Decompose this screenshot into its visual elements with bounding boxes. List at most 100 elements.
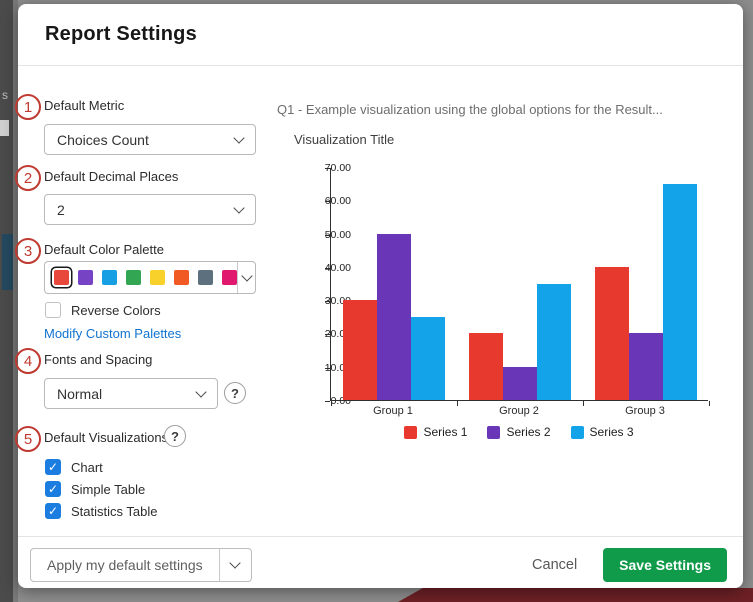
palette-swatch-8[interactable] [222,270,237,285]
palette-dropdown-button[interactable] [237,262,255,293]
default-decimal-places-label: Default Decimal Places [44,169,179,184]
palette-swatch-1[interactable] [54,270,69,285]
bar-group-3 [583,168,709,400]
preview-question-label: Q1 - Example visualization using the glo… [277,102,663,117]
modify-custom-palettes-link[interactable]: Modify Custom Palettes [44,326,182,341]
footer-divider [18,536,743,537]
legend-swatch-icon [487,425,501,439]
x-tick-mark [709,401,710,406]
legend-label: Series 3 [589,425,634,439]
reverse-colors-checkbox[interactable] [45,302,61,318]
legend-swatch-icon [404,425,418,439]
legend-label: Series 1 [423,425,468,439]
visualization-option-label: Chart [71,459,103,475]
bar-group-1 [331,168,457,400]
dialog-header: Report Settings [18,4,743,66]
visualization-checkbox[interactable]: ✓ [45,503,61,519]
palette-swatch-5[interactable] [150,270,165,285]
palette-swatches [45,262,237,293]
page-title: Report Settings [45,23,197,45]
bar-series-1 [469,333,503,400]
apply-settings-dropdown-button[interactable] [218,549,251,581]
y-tick-mark [325,168,330,169]
default-metric-label: Default Metric [44,98,125,113]
bar-series-3 [537,283,571,400]
bar-series-1 [343,300,377,400]
bar-series-2 [503,366,537,400]
fonts-and-spacing-label: Fonts and Spacing [44,352,153,367]
annotation-step-1: 1 [15,94,41,120]
legend-swatch-icon [570,425,584,439]
palette-swatch-6[interactable] [174,270,189,285]
fonts-and-spacing-value: Normal [57,385,103,402]
backdrop-left-strip [0,0,13,602]
bar-series-1 [595,266,629,400]
bar-series-3 [411,316,445,400]
x-category-label: Group 2 [499,405,539,417]
backdrop-light-mark [0,120,9,136]
save-settings-button[interactable]: Save Settings [603,548,727,582]
apply-default-settings-button[interactable]: Apply my default settings [47,557,203,573]
palette-swatch-4[interactable] [126,270,141,285]
visualization-option-label: Statistics Table [71,503,158,519]
y-tick-mark [325,301,330,303]
annotation-step-5: 5 [15,426,41,452]
chevron-down-icon [195,385,207,398]
apply-default-settings-split-button: Apply my default settings [30,548,252,582]
y-tick-mark [325,367,330,369]
palette-swatch-3[interactable] [102,270,117,285]
visualization-checkbox[interactable]: ✓ [45,481,61,497]
legend-item: Series 2 [487,425,551,439]
annotation-step-3: 3 [15,238,41,264]
default-metric-value: Choices Count [57,131,149,148]
y-tick-mark [325,201,330,203]
bar-series-2 [377,233,411,400]
bar-series-3 [663,183,697,400]
palette-swatch-2[interactable] [78,270,93,285]
header-divider [18,65,743,66]
reverse-colors-row: Reverse Colors [45,302,161,318]
visualization-option-row: ✓ Statistics Table [45,503,157,519]
default-metric-select[interactable]: Choices Count [44,124,256,155]
legend-item: Series 1 [404,425,467,439]
x-category-label: Group 1 [373,405,413,417]
y-tick-label: 70.00 [324,162,351,174]
x-tick-mark [583,401,584,406]
default-decimal-places-select[interactable]: 2 [44,194,256,225]
y-tick-mark [325,401,330,402]
chevron-down-icon [233,201,245,214]
default-color-palette-label: Default Color Palette [44,242,164,257]
y-tick-label: 50.00 [324,228,351,241]
palette-swatch-7[interactable] [198,270,213,285]
y-tick-label: 40.00 [324,261,351,274]
cancel-button[interactable]: Cancel [532,557,578,573]
visualization-option-row: ✓ Chart [45,459,103,475]
bar-chart [325,168,710,406]
visualization-option-row: ✓ Simple Table [45,481,145,497]
bar-series-2 [629,333,663,400]
footer-actions: Cancel Save Settings [532,548,727,582]
y-tick-mark [325,267,330,269]
visualization-title: Visualization Title [294,132,395,147]
report-settings-dialog: Report Settings 1 2 3 4 5 Default Metric… [15,4,743,588]
backdrop-left-gap [13,0,18,602]
fonts-and-spacing-select[interactable]: Normal [44,378,218,409]
x-tick-mark [457,401,458,406]
default-decimal-places-value: 2 [57,201,65,218]
fonts-help-icon[interactable]: ? [224,382,246,404]
default-visualizations-label: Default Visualizations [44,430,169,445]
visualization-checkbox[interactable]: ✓ [45,459,61,475]
x-category-label: Group 3 [625,405,665,417]
color-palette-picker[interactable] [44,261,256,294]
backdrop-navy-block [2,234,13,290]
visualization-option-label: Simple Table [71,481,146,497]
y-tick-mark [325,234,330,236]
x-tick-mark [331,401,332,406]
visualizations-help-icon[interactable]: ? [164,425,186,447]
reverse-colors-label: Reverse Colors [71,302,161,318]
chevron-down-icon [229,557,241,569]
backdrop-maroon-strip [398,588,753,602]
y-tick-label: 60.00 [324,195,351,208]
y-tick-mark [325,334,330,336]
chevron-down-icon [240,269,253,282]
